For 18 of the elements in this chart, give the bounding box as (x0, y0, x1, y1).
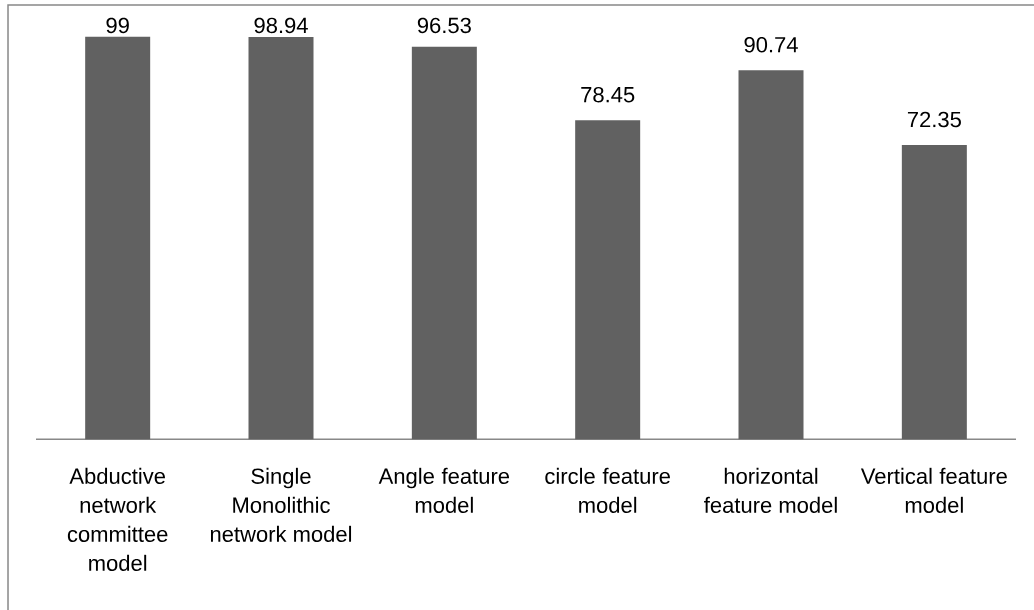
x-tick-label: horizontal feature model (704, 467, 837, 513)
data-label: 96.53 (417, 17, 471, 34)
data-label: 72.35 (907, 111, 961, 128)
bar (575, 120, 641, 440)
x-tick-label: Single Monolithic network model (210, 467, 352, 542)
x-tick-label: Angle feature model (378, 467, 510, 513)
bar (901, 145, 967, 440)
x-tick-label: Vertical feature model (860, 467, 1007, 513)
data-label: 99 (106, 17, 129, 34)
bar (738, 70, 804, 440)
bar (248, 36, 314, 440)
data-label: 98.94 (254, 17, 308, 34)
data-label: 78.45 (581, 86, 635, 103)
bar (85, 36, 151, 440)
x-tick-label: Abductive network committee model (67, 467, 168, 571)
data-label: 90.74 (744, 36, 798, 53)
bar (411, 46, 477, 440)
x-tick-label: circle feature model (545, 467, 670, 513)
